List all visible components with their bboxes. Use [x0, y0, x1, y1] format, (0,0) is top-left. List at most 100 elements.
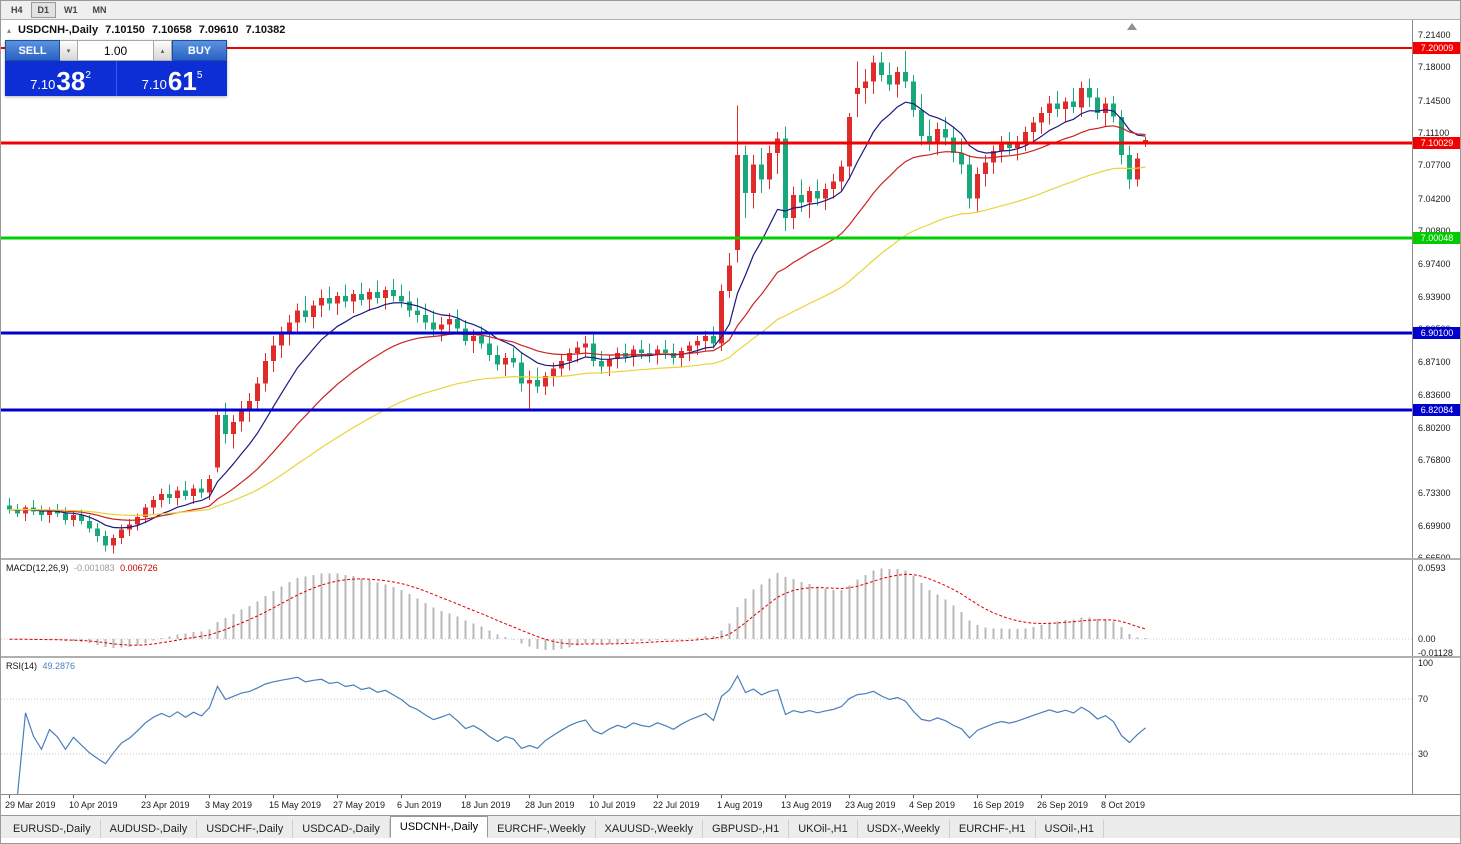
timeframe-button-d1[interactable]: D1 — [30, 2, 57, 18]
macd-panel[interactable]: MACD(12,26,9) -0.001083 0.006726 — [1, 560, 1413, 656]
chart-shift-marker-icon[interactable] — [1127, 23, 1137, 30]
price-axis-label: 6.83600 — [1418, 390, 1451, 400]
time-axis-label: 29 Mar 2019 — [5, 800, 56, 810]
bid-quote[interactable]: 7.10 38 2 — [5, 61, 116, 96]
timeframe-button-mn[interactable]: MN — [86, 2, 114, 18]
time-axis-tick — [1105, 795, 1106, 798]
volume-increase-button[interactable]: ▴ — [154, 40, 172, 61]
rsi-canvas[interactable] — [1, 658, 1413, 794]
price-axis-label: 6.73300 — [1418, 488, 1451, 498]
rsi-name: RSI(14) — [6, 661, 38, 671]
ask-price-big: 61 — [167, 66, 197, 97]
chart-tab[interactable]: USDCNH-,Daily — [389, 816, 489, 838]
ask-price-sup: 5 — [196, 70, 203, 81]
macd-name: MACD(12,26,9) — [6, 563, 69, 573]
chart-tab[interactable]: UKOil-,H1 — [789, 819, 858, 838]
time-axis-tick — [785, 795, 786, 798]
ask-price-prefix: 7.10 — [141, 76, 167, 92]
price-axis-label: 7.21400 — [1418, 30, 1451, 40]
chart-tab[interactable]: EURCHF-,Weekly — [488, 819, 596, 838]
chart-tab[interactable]: USDCHF-,Daily — [197, 819, 294, 838]
macd-signal-value: 0.006726 — [120, 563, 158, 573]
low-value: 7.09610 — [198, 24, 239, 36]
volume-decrease-button[interactable]: ▾ — [60, 40, 78, 61]
volume-input[interactable] — [78, 40, 154, 61]
time-axis-tick — [721, 795, 722, 798]
ask-quote[interactable]: 7.10 61 5 — [116, 61, 227, 96]
chart-tab[interactable]: EURUSD-,Daily — [4, 819, 101, 838]
open-value: 7.10150 — [105, 24, 145, 36]
bid-price-sup: 2 — [85, 70, 91, 81]
rsi-axis-label: 100 — [1418, 658, 1434, 668]
price-line-tag: 7.00048 — [1413, 232, 1460, 244]
time-axis-tick — [849, 795, 850, 798]
chart-tab[interactable]: EURCHF-,H1 — [950, 819, 1036, 838]
candlestick-canvas[interactable] — [1, 20, 1413, 558]
time-axis-label: 16 Sep 2019 — [973, 800, 1025, 810]
time-axis-tick — [145, 795, 146, 798]
time-axis-label: 18 Jun 2019 — [461, 800, 511, 810]
macd-label: MACD(12,26,9) -0.001083 0.006726 — [6, 563, 161, 573]
price-chart-panel[interactable]: ▴ USDCNH-,Daily 7.10150 7.10658 7.09610 … — [1, 20, 1413, 558]
time-axis-label: 6 Jun 2019 — [397, 800, 442, 810]
rsi-label: RSI(14) 49.2876 — [6, 661, 78, 671]
macd-axis[interactable]: 0.0593 0.00 -0.01128 — [1412, 560, 1460, 656]
sell-button[interactable]: SELL — [5, 40, 60, 61]
price-axis-label: 7.18000 — [1418, 62, 1451, 72]
chart-tab[interactable]: USDCAD-,Daily — [293, 819, 390, 838]
time-axis-tick — [913, 795, 914, 798]
price-axis-label: 6.87100 — [1418, 357, 1451, 367]
time-axis-label: 13 Aug 2019 — [781, 800, 832, 810]
time-axis-label: 23 Aug 2019 — [845, 800, 896, 810]
price-axis-label: 6.93900 — [1418, 292, 1451, 302]
chart-tab-bar: EURUSD-,Daily AUDUSD-,Daily USDCHF-,Daily U… — [1, 815, 1460, 838]
time-axis[interactable]: 29 Mar 2019 10 Apr 2019 23 Apr 2019 3 May 2… — [1, 795, 1460, 815]
chart-tab[interactable]: USOil-,H1 — [1036, 819, 1105, 838]
bid-price-big: 38 — [56, 66, 86, 97]
time-axis-tick — [401, 795, 402, 798]
chart-title: ▴ USDCNH-,Daily 7.10150 7.10658 7.09610 … — [7, 24, 289, 36]
time-axis-tick — [1041, 795, 1042, 798]
time-axis-label: 23 Apr 2019 — [141, 800, 190, 810]
symbol-period-label: USDCNH-,Daily — [18, 24, 99, 36]
time-axis-tick — [465, 795, 466, 798]
macd-axis-label: 0.00 — [1418, 634, 1436, 644]
chart-tab[interactable]: AUDUSD-,Daily — [101, 819, 198, 838]
price-line-tag: 6.82084 — [1413, 404, 1460, 416]
buy-button[interactable]: BUY — [172, 40, 227, 61]
price-axis-label: 6.97400 — [1418, 259, 1451, 269]
time-axis-label: 28 Jun 2019 — [525, 800, 575, 810]
price-axis-label: 7.11100 — [1418, 128, 1450, 138]
chart-tab[interactable]: USDX-,Weekly — [858, 819, 950, 838]
macd-canvas[interactable] — [1, 560, 1413, 656]
timeframe-button-w1[interactable]: W1 — [57, 2, 85, 18]
price-axis-label: 7.14500 — [1418, 96, 1451, 106]
time-axis-label: 1 Aug 2019 — [717, 800, 763, 810]
time-axis-label: 10 Jul 2019 — [589, 800, 636, 810]
price-axis-label: 7.00800 — [1418, 226, 1451, 236]
chart-tab[interactable]: GBPUSD-,H1 — [703, 819, 790, 838]
price-axis-label: 6.66500 — [1418, 553, 1451, 558]
macd-axis-label: 0.0593 — [1418, 563, 1446, 573]
rsi-axis[interactable]: 100 70 30 — [1412, 658, 1460, 794]
timeframe-toolbar: H4 D1 W1 MN — [1, 1, 1460, 20]
rsi-panel[interactable]: RSI(14) 49.2876 — [1, 658, 1413, 794]
close-value: 7.10382 — [245, 24, 286, 36]
rsi-axis-label: 70 — [1418, 694, 1429, 704]
price-line-tag: 6.90100 — [1413, 327, 1460, 339]
time-axis-tick — [337, 795, 338, 798]
chart-tab[interactable]: XAUUSD-,Weekly — [596, 819, 703, 838]
time-axis-tick — [593, 795, 594, 798]
ohlc-values: 7.10150 7.10658 7.09610 7.10382 — [105, 24, 289, 36]
price-axis-label: 6.80200 — [1418, 423, 1451, 433]
price-axis[interactable]: 7.21400 7.18000 7.14500 7.11100 7.07700 7.042… — [1412, 20, 1460, 558]
one-click-toggle-icon[interactable]: ▴ — [7, 25, 12, 35]
price-line-tag: 7.10029 — [1413, 137, 1460, 149]
time-axis-tick — [977, 795, 978, 798]
time-axis-tick — [273, 795, 274, 798]
timeframe-button-h4[interactable]: H4 — [4, 2, 30, 18]
time-axis-tick — [73, 795, 74, 798]
macd-axis-label: -0.01128 — [1418, 648, 1453, 656]
price-axis-label: 7.07700 — [1418, 160, 1451, 170]
